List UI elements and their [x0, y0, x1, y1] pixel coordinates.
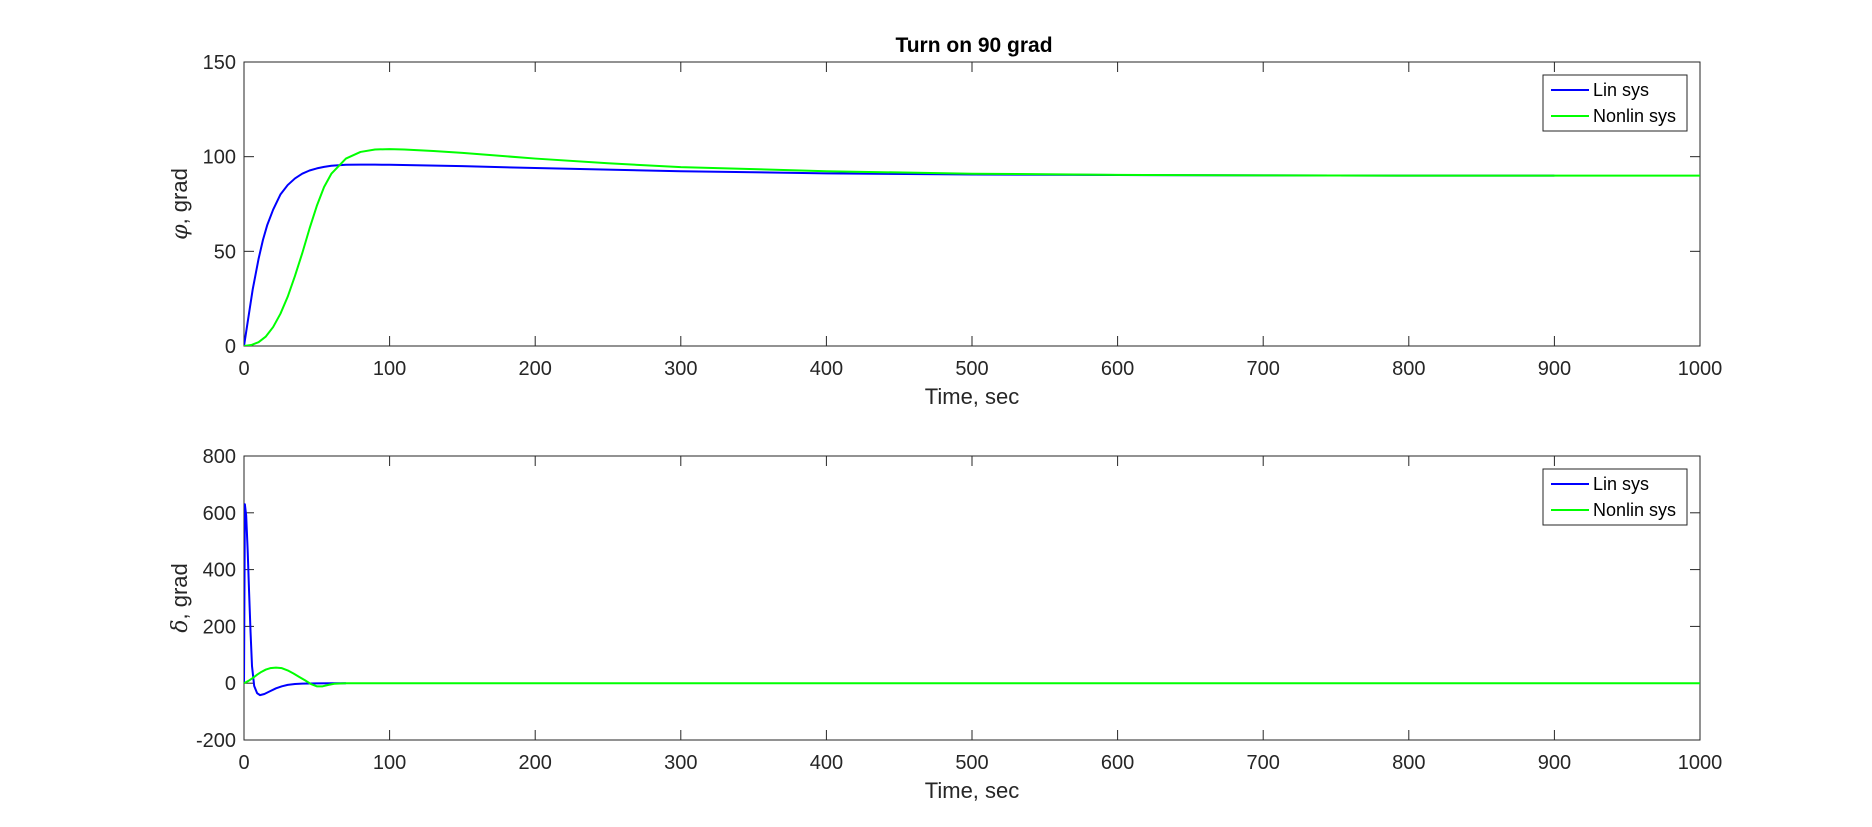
y-axis-unit: , grad — [167, 563, 192, 619]
x-tick-label: 100 — [373, 358, 406, 380]
legend-entry: Lin sys — [1593, 80, 1649, 100]
series-line-lin-sys — [244, 503, 346, 697]
legend: Lin sys Nonlin sys — [1542, 468, 1688, 526]
y-axis-unit: , grad — [167, 168, 192, 224]
x-tick-label: 800 — [1392, 358, 1425, 380]
y-tick-label: 400 — [203, 560, 236, 582]
plot-area — [243, 455, 1701, 741]
x-tick-label: 600 — [1101, 358, 1134, 380]
y-tick-label: 150 — [203, 52, 236, 74]
x-tick-label: 100 — [373, 752, 406, 774]
x-tick-label: 500 — [955, 752, 988, 774]
x-tick-label: 900 — [1538, 358, 1571, 380]
x-tick-label: 800 — [1392, 752, 1425, 774]
x-tick-label: 300 — [664, 752, 697, 774]
x-tick-label: 0 — [238, 358, 249, 380]
x-tick-label: 0 — [238, 752, 249, 774]
series-line-lin-sys — [244, 163, 1555, 346]
bottom-plot-delta: 0 100 200 300 400 500 600 700 800 900 1000-2000200… — [167, 446, 1722, 803]
y-axis-symbol: φ — [168, 224, 193, 240]
y-axis-label: δ, grad — [167, 563, 193, 633]
x-tick-label: 500 — [955, 358, 988, 380]
y-tick-label: 100 — [203, 147, 236, 169]
series-line-nonlin-sys — [244, 666, 1700, 688]
y-tick-label: 800 — [203, 446, 236, 468]
chart-title: Turn on 90 grad — [895, 34, 1052, 57]
x-tick-label: 400 — [810, 358, 843, 380]
y-tick-label: -200 — [196, 730, 236, 752]
y-tick-label: 600 — [203, 503, 236, 525]
x-tick-label: 200 — [519, 358, 552, 380]
legend-box — [1542, 74, 1688, 132]
legend-box — [1542, 468, 1688, 526]
x-axis-label: Time, sec — [925, 778, 1020, 803]
y-tick-label: 0 — [225, 336, 236, 358]
legend-entry: Lin sys — [1593, 474, 1649, 494]
top-plot-phi: 0 100 200 300 400 500 600 700 800 900 1000 0 50 100 15… — [167, 52, 1722, 409]
x-tick-label: 200 — [519, 752, 552, 774]
y-axis-label: φ, grad — [167, 168, 193, 240]
x-tick-label: 700 — [1247, 358, 1280, 380]
x-axis-label: Time, sec — [925, 384, 1020, 409]
x-tick-label: 1000 — [1678, 358, 1723, 380]
plot-area — [243, 61, 1701, 347]
series-line-nonlin-sys — [244, 148, 1700, 346]
y-tick-label: 50 — [214, 241, 236, 263]
legend-entry: Nonlin sys — [1593, 106, 1676, 126]
x-tick-label: 600 — [1101, 752, 1134, 774]
x-tick-label: 700 — [1247, 752, 1280, 774]
x-tick-label: 300 — [664, 358, 697, 380]
y-tick-label: 0 — [225, 673, 236, 695]
x-tick-label: 1000 — [1678, 752, 1723, 774]
y-axis-symbol: δ — [168, 620, 193, 633]
legend: Lin sys Nonlin sys — [1542, 74, 1688, 132]
y-tick-label: 200 — [203, 616, 236, 638]
legend-entry: Nonlin sys — [1593, 500, 1676, 520]
x-tick-label: 900 — [1538, 752, 1571, 774]
x-tick-label: 400 — [810, 752, 843, 774]
